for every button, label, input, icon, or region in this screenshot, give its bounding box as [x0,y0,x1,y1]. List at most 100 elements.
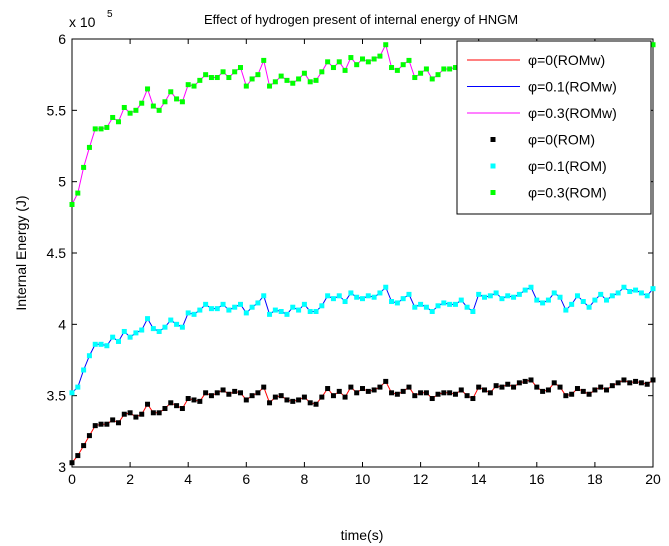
series-0-point-49 [354,390,360,396]
series-1-point-33 [261,293,267,299]
series-0-point-56 [394,391,400,397]
series-1-point-63 [435,303,441,309]
series-0-point-84 [557,384,563,390]
series-0-point-41 [307,400,313,406]
series-2-point-35 [272,79,278,85]
series-0-point-96 [627,380,633,386]
y-multiplier-exponent: 5 [107,9,113,20]
series-2-point-24 [208,75,214,81]
series-1-point-80 [534,297,540,303]
series-2-point-63 [435,72,441,78]
series-1-point-21 [191,311,197,317]
series-1-point-24 [208,306,214,312]
series-2-point-19 [179,99,185,105]
series-1-point-72 [487,293,493,299]
y-tick-label-6: 6 [58,31,66,47]
series-2-point-28 [232,69,238,75]
series-1-point-56 [394,300,400,306]
series-1-point-32 [255,300,261,306]
series-1-point-49 [354,294,360,300]
series-2-point-23 [203,72,209,78]
series-1-point-85 [563,307,569,313]
series-1-point-16 [162,324,168,330]
series-1-point-31 [249,304,255,310]
series-1-point-26 [220,301,226,307]
series-2-point-48 [348,55,354,61]
series-2-point-58 [406,57,412,63]
series-0-point-21 [191,397,197,403]
legend: φ=0(ROMw) φ=0.1(ROMw) φ=0.3(ROMw) φ=0(ROM) φ… [456,40,652,215]
series-2-point-8 [115,119,121,125]
series-2-point-25 [214,75,220,81]
series-1-point-41 [307,308,313,314]
series-0-point-53 [377,384,383,390]
series-2-point-61 [423,66,429,72]
y-tick-label-3: 4.5 [47,245,67,261]
series-2-point-22 [197,77,203,83]
series-0-point-17 [168,400,174,406]
series-0-point-8 [115,420,121,426]
x-tick-label-6: 12 [413,471,429,487]
series-0-point-15 [156,410,162,416]
series-0-point-2 [81,443,87,449]
series-0-point-10 [127,410,133,416]
series-1-point-10 [127,334,133,340]
series-2-point-7 [110,114,116,120]
x-tick-label-9: 18 [587,471,603,487]
series-0-point-93 [609,383,615,389]
legend-label-0: φ=0(ROMw) [528,52,605,68]
series-2-point-6 [104,124,110,130]
series-1-point-22 [197,307,203,313]
series-0-point-77 [516,380,522,386]
x-tick-label-1: 2 [126,471,134,487]
series-1-point-92 [604,297,610,303]
series-0-point-83 [551,380,557,386]
x-tick-label-2: 4 [184,471,192,487]
series-1-point-3 [86,353,92,359]
series-0-point-55 [389,390,395,396]
series-1-point-87 [574,293,580,299]
series-2-point-0 [69,201,75,207]
series-1-point-6 [104,343,110,349]
series-0-point-32 [255,390,261,396]
series-2-point-20 [185,82,191,88]
series-1-point-52 [371,294,377,300]
series-1-point-96 [627,289,633,295]
series-1-point-39 [296,307,302,313]
legend-swatch-5 [490,190,496,195]
series-0-point-62 [429,396,435,402]
series-0-point-87 [574,386,580,392]
series-2-point-51 [365,59,371,65]
y-tick-label-5: 5.5 [47,102,67,118]
y-tick-label-0: 3 [58,459,66,475]
series-0-point-89 [586,391,592,397]
series-0-point-5 [98,421,104,427]
series-0-point-60 [418,390,424,396]
series-1-point-36 [278,308,284,314]
series-1-point-68 [464,304,470,310]
series-0-point-27 [226,391,232,397]
series-0-point-95 [621,377,627,383]
series-0-point-19 [179,406,185,412]
series-1-point-59 [412,304,418,310]
series-1-point-94 [615,290,621,296]
series-1-point-5 [98,341,104,347]
series-1-point-0 [69,390,75,396]
legend-swatch-4 [490,163,496,169]
series-1-point-55 [389,299,395,305]
series-0-point-98 [638,380,644,386]
series-1-point-13 [145,316,151,322]
series-1-point-88 [580,299,586,305]
series-2-point-9 [121,104,127,110]
series-1-point-27 [226,307,232,313]
series-2-point-1 [75,190,81,196]
series-1-point-4 [92,341,98,347]
series-0-point-33 [261,384,267,390]
series-2-point-59 [412,75,418,81]
series-1-point-83 [551,290,557,296]
series-2-point-66 [452,65,458,71]
series-0-point-25 [214,390,220,396]
series-1-point-67 [458,297,464,303]
series-0-point-16 [162,406,168,412]
